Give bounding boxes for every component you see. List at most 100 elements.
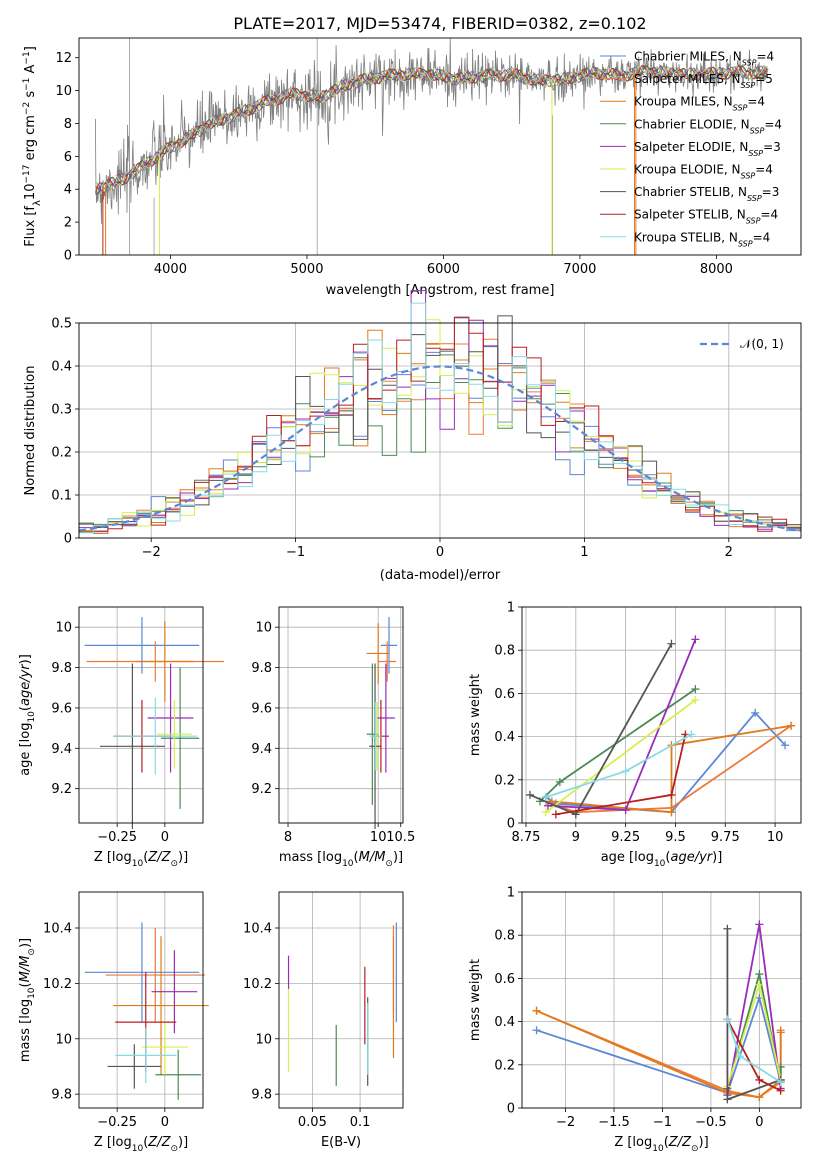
- age-vs-Z-ylabel: age [log10(age/yr)]: [18, 654, 37, 776]
- x-tick-label: 1: [580, 545, 588, 560]
- y-tick-label: 0.6: [494, 972, 515, 987]
- weight-vs-Z-series-0: [536, 994, 782, 1095]
- y-tick-label: 0.5: [51, 317, 72, 332]
- y-tick-label: 2: [64, 216, 72, 231]
- x-tick-label: 0: [161, 830, 169, 845]
- y-tick-label: 9.2: [251, 782, 272, 797]
- y-tick-label: 9.8: [251, 1088, 272, 1103]
- y-tick-label: 0: [507, 1102, 515, 1117]
- y-tick-label: 0.8: [494, 929, 515, 944]
- y-tick-label: 6: [64, 150, 72, 165]
- data-point-marker: [541, 793, 550, 802]
- data-point-marker: [667, 808, 676, 817]
- data-point-marker: [691, 635, 700, 644]
- data-point-marker: [532, 1006, 541, 1015]
- y-tick-label: 0.3: [51, 403, 72, 418]
- data-point-marker: [755, 980, 764, 989]
- x-tick-label: −0.25: [97, 830, 137, 845]
- y-tick-label: 0: [64, 249, 72, 264]
- x-tick-label: −2: [142, 545, 161, 560]
- age-vs-mass-axes: 8 10 10.59.29.49.69.810: [251, 607, 415, 845]
- weight-vs-age-series-7: [555, 734, 687, 816]
- data-point-marker: [781, 741, 790, 750]
- data-point-marker: [525, 790, 534, 799]
- legend-label: Salpeter ELODIE, NSSP=3: [634, 140, 781, 158]
- y-tick-label: 9.6: [251, 701, 272, 716]
- age-vs-mass-data: [366, 617, 398, 830]
- residuals-ylabel: Normed distribution: [23, 366, 38, 496]
- data-point-marker: [751, 708, 760, 717]
- y-tick-label: 10: [55, 1032, 72, 1047]
- x-tick-label: −2: [556, 1115, 575, 1130]
- y-tick-label: 10.2: [43, 977, 72, 992]
- y-tick-label: 9.4: [251, 742, 272, 757]
- legend-label: Salpeter STELIB, NSSP=4: [634, 208, 778, 226]
- legend-label: Chabrier ELODIE, NSSP=4: [634, 117, 782, 135]
- model-spectrum-6: [95, 65, 768, 195]
- data-point-marker: [691, 695, 700, 704]
- data-point-marker: [621, 806, 630, 815]
- data-point-marker: [723, 924, 732, 933]
- residual-histogram-7: [78, 317, 801, 538]
- mass-vs-ebv-xlabel: E(B-V): [321, 1135, 361, 1150]
- mass-vs-Z-ylabel: mass [log10(M/M⊙)]: [18, 938, 37, 1062]
- spectrum-ylabel: Flux [fλ10−17 erg cm−2 s−1 A−1]: [22, 46, 43, 247]
- age-vs-Z-data: [84, 617, 224, 830]
- x-tick-label: 9.25: [611, 830, 640, 845]
- y-tick-label: 0.2: [51, 446, 72, 461]
- weight-vs-Z-ylabel: mass weight: [468, 959, 483, 1041]
- y-tick-label: 0.1: [51, 489, 72, 504]
- x-tick-label: 0.1: [350, 1115, 371, 1130]
- data-point-marker: [755, 970, 764, 979]
- residuals-xlabel: (data-model)/error: [380, 568, 501, 583]
- y-tick-label: 8: [64, 117, 72, 132]
- x-tick-label: 8: [284, 830, 292, 845]
- weight-vs-Z-series-3: [726, 973, 782, 1089]
- weight-vs-age-xlabel: age [log10(age/yr)]: [601, 850, 723, 869]
- y-tick-label: 4: [64, 183, 72, 198]
- residuals-frame: [78, 322, 802, 539]
- x-tick-label: −0.5: [695, 1115, 727, 1130]
- data-point-marker: [735, 1052, 744, 1061]
- residuals-data: [78, 290, 802, 538]
- x-tick-label: 2: [725, 545, 733, 560]
- y-tick-label: 9.4: [51, 742, 72, 757]
- y-tick-label: 9.8: [51, 1088, 72, 1103]
- data-point-marker: [755, 1075, 764, 1084]
- x-tick-label: 4000: [154, 262, 187, 277]
- mass-vs-ebv-axes: 0.05 0.1 9.8 10 10.2 10.4: [243, 892, 403, 1130]
- y-tick-label: 0: [507, 817, 515, 832]
- weight-vs-age-series-0: [545, 711, 786, 814]
- y-tick-label: 10: [255, 621, 272, 636]
- y-tick-label: 10.4: [43, 922, 72, 937]
- residual-histogram-8: [78, 302, 801, 538]
- legend-label: Kroupa STELIB, NSSP=4: [634, 230, 770, 248]
- mass-vs-ebv-data: [287, 922, 397, 1086]
- x-tick-label: 0: [436, 545, 444, 560]
- data-point-marker: [755, 1093, 764, 1102]
- x-tick-label: −0.25: [97, 1115, 137, 1130]
- data-point-marker: [532, 1026, 541, 1035]
- model-spectrum-7: [94, 65, 768, 193]
- y-tick-label: 0.2: [494, 1058, 515, 1073]
- weight-vs-age-series-2: [551, 724, 792, 814]
- y-tick-label: 0.4: [494, 730, 515, 745]
- y-tick-label: 9.8: [251, 661, 272, 676]
- figure-title: PLATE=2017, MJD=53474, FIBERID=0382, z=0…: [233, 14, 646, 33]
- y-tick-label: 10: [55, 621, 72, 636]
- x-tick-label: −1: [286, 545, 305, 560]
- y-tick-label: 10: [55, 84, 72, 99]
- model-spectrum-8: [95, 65, 768, 190]
- weight-vs-Z-frame: [521, 891, 802, 1109]
- data-point-marker: [667, 790, 676, 799]
- weight-vs-Z-series-1: [536, 1009, 782, 1099]
- mass-vs-Z-xlabel: Z [log10(Z/Z⊙)]: [94, 1135, 188, 1154]
- y-tick-label: 0: [64, 532, 72, 547]
- data-point-marker: [787, 721, 796, 730]
- legend-label: Chabrier STELIB, NSSP=3: [634, 185, 779, 203]
- y-tick-label: 0.2: [494, 773, 515, 788]
- y-tick-label: 10.4: [243, 922, 272, 937]
- spectrum-xlabel: wavelength [Angstrom, rest frame]: [326, 283, 555, 298]
- weight-vs-Z-series-2: [536, 1009, 782, 1099]
